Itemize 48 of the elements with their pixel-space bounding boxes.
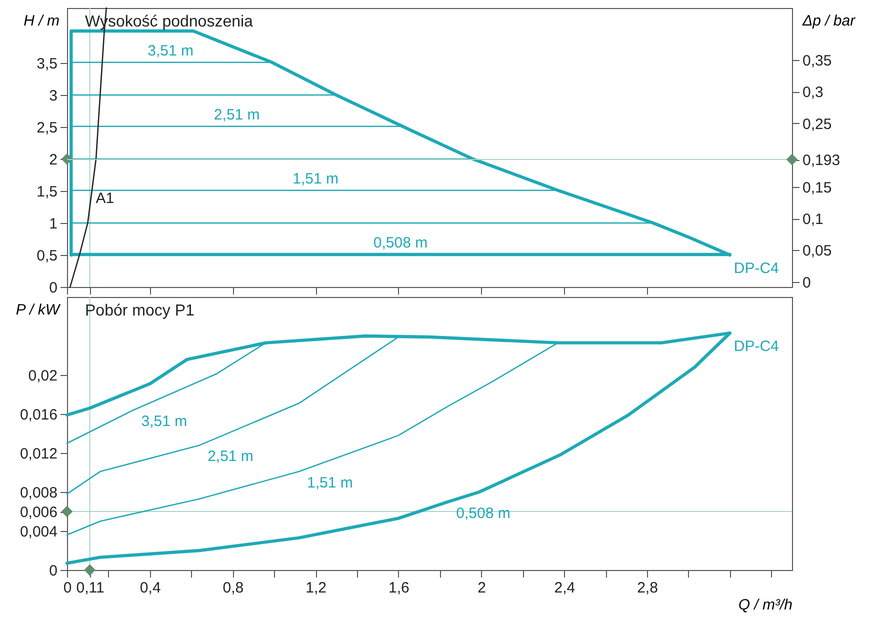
series-label: 3,51 m	[148, 42, 194, 60]
x-tick-label: 2,8	[637, 580, 658, 596]
series-label: 0,508 m	[373, 234, 428, 252]
y-axis-title: P / kW	[16, 302, 62, 318]
y2-tick-label: 0,3	[802, 84, 824, 102]
x-tick-label: 1,2	[306, 580, 326, 596]
x-tick-label: 2	[478, 580, 486, 596]
chart-title: Pobór mocy P1	[85, 302, 194, 320]
series-label: DP-C4	[734, 338, 779, 356]
y2-tick-label: 0,193	[802, 152, 840, 170]
y-tick-label: 0,5	[36, 248, 58, 265]
series-label: 0,508 m	[456, 504, 510, 522]
y-tick-label: 0,004	[20, 524, 58, 540]
y2-tick-label: 0,15	[802, 179, 832, 196]
y-tick-label: 1	[49, 216, 58, 233]
y-tick-label: 0,006	[20, 504, 58, 521]
y-tick-label: 3,5	[36, 56, 58, 73]
y-tick-label: 1,5	[36, 184, 58, 201]
series-label: 1,51 m	[292, 170, 338, 188]
y-tick-label: 0,016	[20, 406, 58, 424]
y-tick-label: 0,008	[20, 484, 58, 502]
x-tick-label: 2,4	[554, 580, 576, 596]
y2-tick-label: 0,25	[802, 116, 832, 133]
y-tick-label: 2	[49, 152, 58, 169]
y2-tick-label: 0	[802, 274, 811, 292]
x-tick-label: 0,4	[140, 580, 161, 596]
y-tick-label: 0,012	[20, 446, 58, 462]
y-tick-label: 3	[49, 88, 58, 105]
y-tick-label: 0	[49, 280, 58, 296]
annotation: A1	[96, 190, 114, 208]
x-axis-title: Q / m³/h	[738, 596, 792, 614]
y2-tick-label: 0,05	[802, 242, 832, 260]
series-label: DP-C4	[734, 260, 779, 278]
x-tick-label: 1,6	[388, 580, 410, 596]
series-label: 2,51 m	[208, 448, 254, 466]
x-tick-label: 0,11	[76, 580, 104, 596]
x-tick-label: 0,8	[222, 580, 244, 596]
y2-tick-label: 0,35	[802, 52, 832, 70]
y-axis-title: H / m	[24, 12, 60, 30]
x-tick-label: 0	[63, 580, 72, 596]
series-label: 2,51 m	[214, 106, 260, 124]
series-label: 3,51 m	[141, 413, 188, 430]
y-tick-label: 2,5	[36, 120, 58, 137]
y-tick-label: 0	[49, 562, 58, 580]
y2-axis-title: Δp / bar	[802, 12, 856, 30]
y2-tick-label: 0,1	[802, 211, 824, 228]
y-tick-label: 0,02	[28, 368, 58, 384]
series-label: 1,51 m	[307, 474, 353, 492]
